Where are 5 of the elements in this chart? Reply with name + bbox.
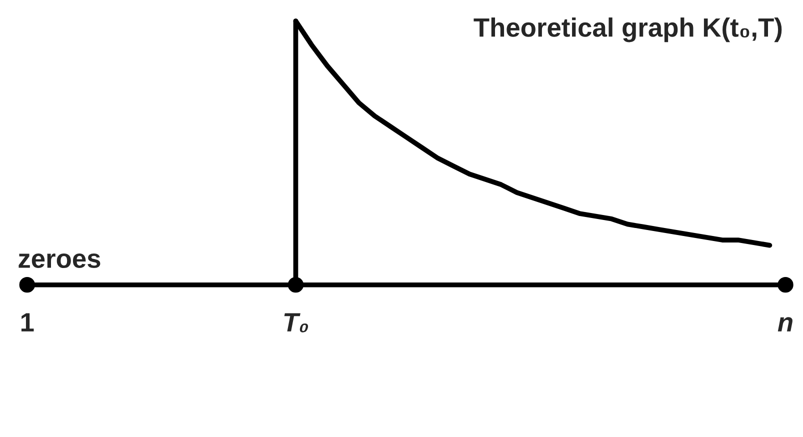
chart-title: Theoretical graph K(t₀,T) (474, 17, 782, 42)
annotation: zeroes (18, 254, 100, 268)
x-tick-label: n (778, 317, 792, 332)
x-tick-label: T₀ (284, 313, 308, 332)
x-tick-label: 1 (21, 313, 34, 332)
